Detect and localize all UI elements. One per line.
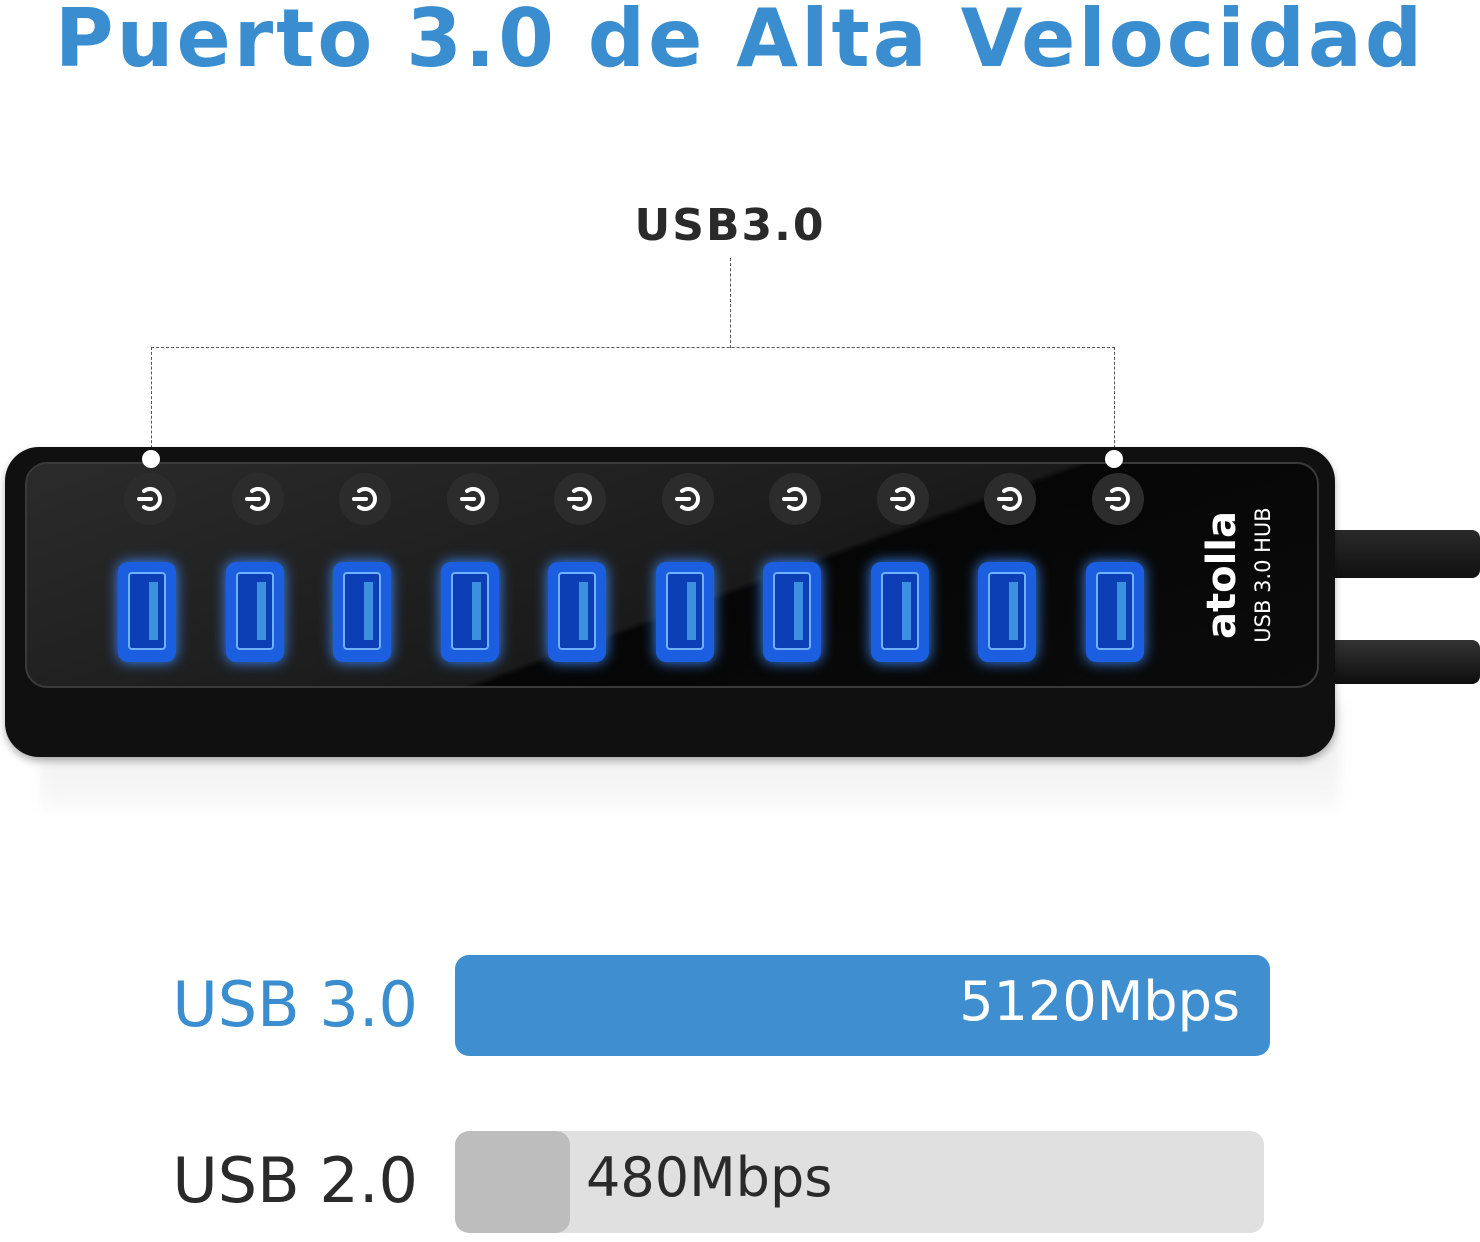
port-opening — [665, 572, 704, 650]
power-switch-icon — [567, 487, 592, 511]
port-tongue — [256, 582, 266, 640]
port-opening — [1095, 572, 1134, 650]
port-power-button[interactable] — [231, 473, 284, 525]
port-power-button[interactable] — [124, 473, 176, 525]
model-label: USB 3.0 HUB — [1251, 507, 1275, 643]
usb3-port — [1085, 562, 1144, 662]
port-power-button[interactable] — [769, 473, 821, 525]
port-opening — [558, 572, 596, 650]
power-switch-icon — [889, 487, 915, 511]
power-switch-icon — [674, 487, 700, 511]
port-tongue — [149, 582, 158, 640]
port-opening — [880, 572, 919, 650]
port-tongue — [1009, 582, 1018, 640]
port-opening — [235, 572, 274, 650]
usb3-label: USB 3.0 — [172, 968, 418, 1041]
usb2-speed-value: 480Mbps — [586, 1146, 833, 1209]
page-title: Puerto 3.0 de Alta Velocidad — [54, 0, 1426, 85]
callout-dot-left — [142, 450, 160, 468]
usb3-speed-bar — [455, 955, 1270, 1056]
usb3-port — [118, 562, 176, 662]
usb2-label: USB 2.0 — [172, 1144, 418, 1217]
usb3-port — [548, 562, 606, 662]
brand-logo: atolla — [1199, 511, 1245, 640]
port-tongue — [794, 582, 803, 640]
callout-bracket — [151, 347, 1115, 458]
power-cable — [1320, 530, 1480, 578]
usb2-speed-track — [455, 1131, 1264, 1233]
port-opening — [128, 572, 166, 650]
port-power-button[interactable] — [1091, 473, 1144, 525]
port-opening — [450, 572, 489, 650]
port-opening — [343, 572, 381, 650]
power-switch-icon — [244, 487, 270, 511]
power-switch-icon — [782, 487, 807, 511]
usb3-port — [870, 562, 929, 662]
usb3-speed-value: 5120Mbps — [959, 970, 1240, 1033]
usb3-port — [440, 562, 499, 662]
port-opening — [773, 572, 811, 650]
port-tongue — [364, 582, 373, 640]
port-power-button[interactable] — [554, 473, 606, 525]
port-power-button[interactable] — [661, 473, 714, 525]
callout-line-vertical — [730, 258, 731, 348]
usb3-port — [225, 562, 284, 662]
callout-dot-right — [1105, 450, 1123, 468]
usb2-speed-bar — [455, 1131, 570, 1233]
power-switch-icon — [137, 487, 162, 511]
port-tongue — [471, 582, 481, 640]
power-switch-icon — [997, 487, 1022, 511]
port-tongue — [1116, 582, 1126, 640]
usb-cable — [1320, 640, 1480, 684]
power-switch-icon — [1104, 487, 1130, 511]
usb3-callout-label: USB3.0 — [634, 200, 826, 251]
port-tongue — [901, 582, 911, 640]
port-power-button[interactable] — [446, 473, 499, 525]
port-tongue — [579, 582, 588, 640]
power-switch-icon — [459, 487, 485, 511]
usb3-port — [655, 562, 714, 662]
port-power-button[interactable] — [876, 473, 929, 525]
usb3-port — [763, 562, 821, 662]
port-power-button[interactable] — [339, 473, 391, 525]
port-power-button[interactable] — [984, 473, 1036, 525]
usb3-port — [333, 562, 391, 662]
usb3-port — [978, 562, 1036, 662]
power-switch-icon — [352, 487, 377, 511]
port-tongue — [686, 582, 696, 640]
port-opening — [988, 572, 1026, 650]
